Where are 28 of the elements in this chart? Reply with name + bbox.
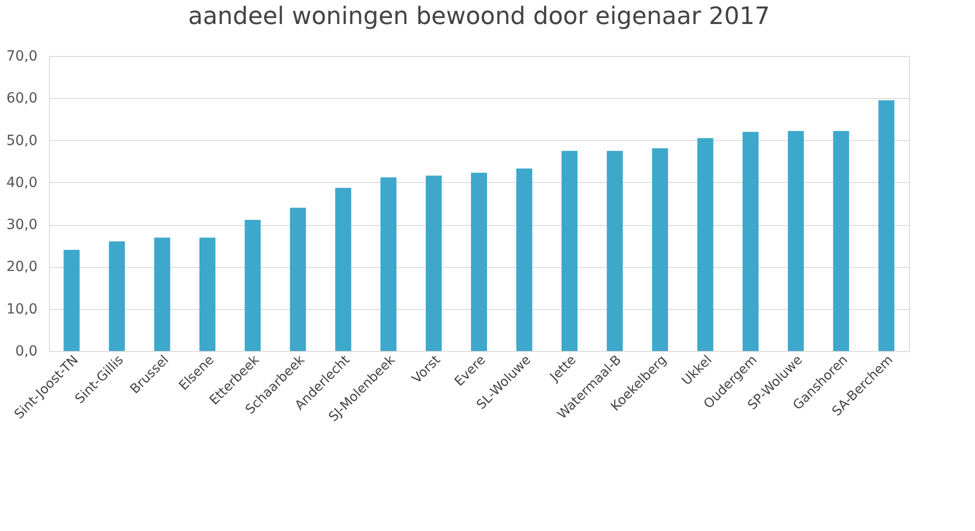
bar (516, 168, 532, 351)
bar (108, 241, 125, 351)
y-tick-label: 50,0 (6, 132, 38, 149)
bar (742, 132, 759, 351)
bar (878, 100, 894, 351)
y-tick-label: 30,0 (6, 217, 38, 234)
y-tick-label: 70,0 (6, 48, 38, 64)
bar (606, 150, 623, 351)
bar (833, 131, 850, 351)
bar (290, 208, 306, 351)
y-tick-label: 0,0 (15, 344, 38, 360)
bar (788, 131, 804, 351)
y-tick-label: 10,0 (6, 301, 38, 318)
bar (426, 176, 442, 351)
bar (244, 220, 261, 351)
bar (380, 177, 396, 351)
bar (335, 188, 352, 351)
y-tick-label: 40,0 (6, 174, 38, 191)
bar (562, 150, 578, 351)
bar (652, 148, 668, 351)
bar (697, 138, 714, 351)
y-tick-label: 60,0 (6, 90, 38, 107)
chart-title: aandeel woningen bewoond door eigenaar 2017 (188, 2, 770, 30)
y-tick-label: 20,0 (6, 259, 38, 276)
bar (154, 238, 170, 351)
bar (199, 238, 216, 351)
bar (64, 250, 80, 351)
bar (471, 172, 487, 351)
